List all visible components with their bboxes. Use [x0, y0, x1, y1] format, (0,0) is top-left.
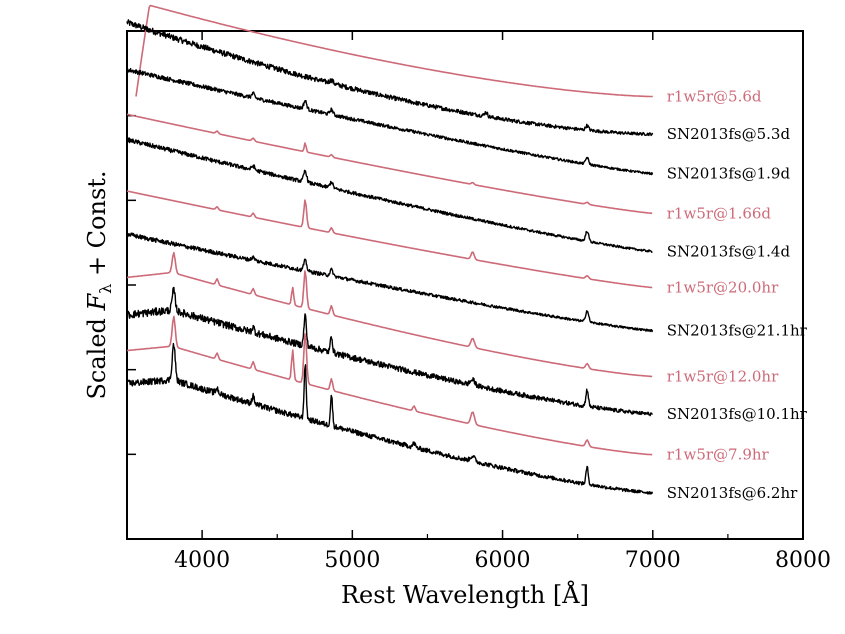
spectrum-label-6: r1w5r@20.0hr [667, 279, 779, 297]
y-ticks [127, 114, 136, 456]
spectrum-line-3 [126, 67, 654, 176]
spectrum-line-7 [126, 232, 654, 333]
y-axis-title-prefix: Scaled [83, 310, 111, 399]
x-tick-label: 4000 [174, 548, 230, 573]
x-ticks: 4000 5000 6000 7000 8000 [126, 31, 831, 573]
x-tick-label: 5000 [324, 548, 380, 573]
spectrum-label-2: SN2013fs@5.3d [667, 125, 791, 143]
spectrum-label-5: SN2013fs@1.4d [667, 242, 791, 260]
x-axis-title: Rest Wavelength [Å] [341, 580, 589, 609]
spectra-labels: r1w5r@5.6d SN2013fs@5.3d SN2013fs@1.9d r1w5… [667, 88, 808, 502]
spectrum-label-4: r1w5r@1.66d [667, 204, 772, 222]
spectrum-line-9 [126, 286, 653, 417]
x-tick-label: 7000 [625, 548, 681, 573]
spectrum-line-1 [135, 4, 653, 98]
spectrum-label-10: r1w5r@7.9hr [667, 446, 770, 464]
spectrum-label-9: SN2013fs@10.1hr [667, 405, 808, 423]
spectrum-line-11 [126, 342, 654, 495]
x-tick-label: 8000 [775, 548, 831, 573]
spectrum-label-8: r1w5r@12.0hr [667, 367, 779, 385]
spectrum-label-11: SN2013fs@6.2hr [667, 484, 798, 502]
y-axis-title-subscript: λ [96, 284, 115, 294]
spectrum-line-2 [126, 19, 654, 137]
y-axis-title-suffix: + Const. [83, 170, 111, 283]
spectrum-line-5 [126, 137, 653, 253]
spectrum-line-6 [126, 190, 653, 289]
spectrum-label-7: SN2013fs@21.1hr [667, 322, 808, 340]
y-axis-title-symbol: F [83, 292, 111, 311]
spectrum-label-3: SN2013fs@1.9d [667, 165, 791, 183]
spectrum-line-10 [126, 315, 653, 456]
spectrum-label-1: r1w5r@5.6d [667, 88, 762, 106]
y-axis-title: Scaled Fλ + Const. [83, 170, 115, 399]
x-tick-label: 6000 [475, 548, 531, 573]
spectrum-line-4 [126, 113, 653, 215]
spectrum-line-8 [126, 251, 653, 378]
spectra-series [126, 4, 654, 495]
